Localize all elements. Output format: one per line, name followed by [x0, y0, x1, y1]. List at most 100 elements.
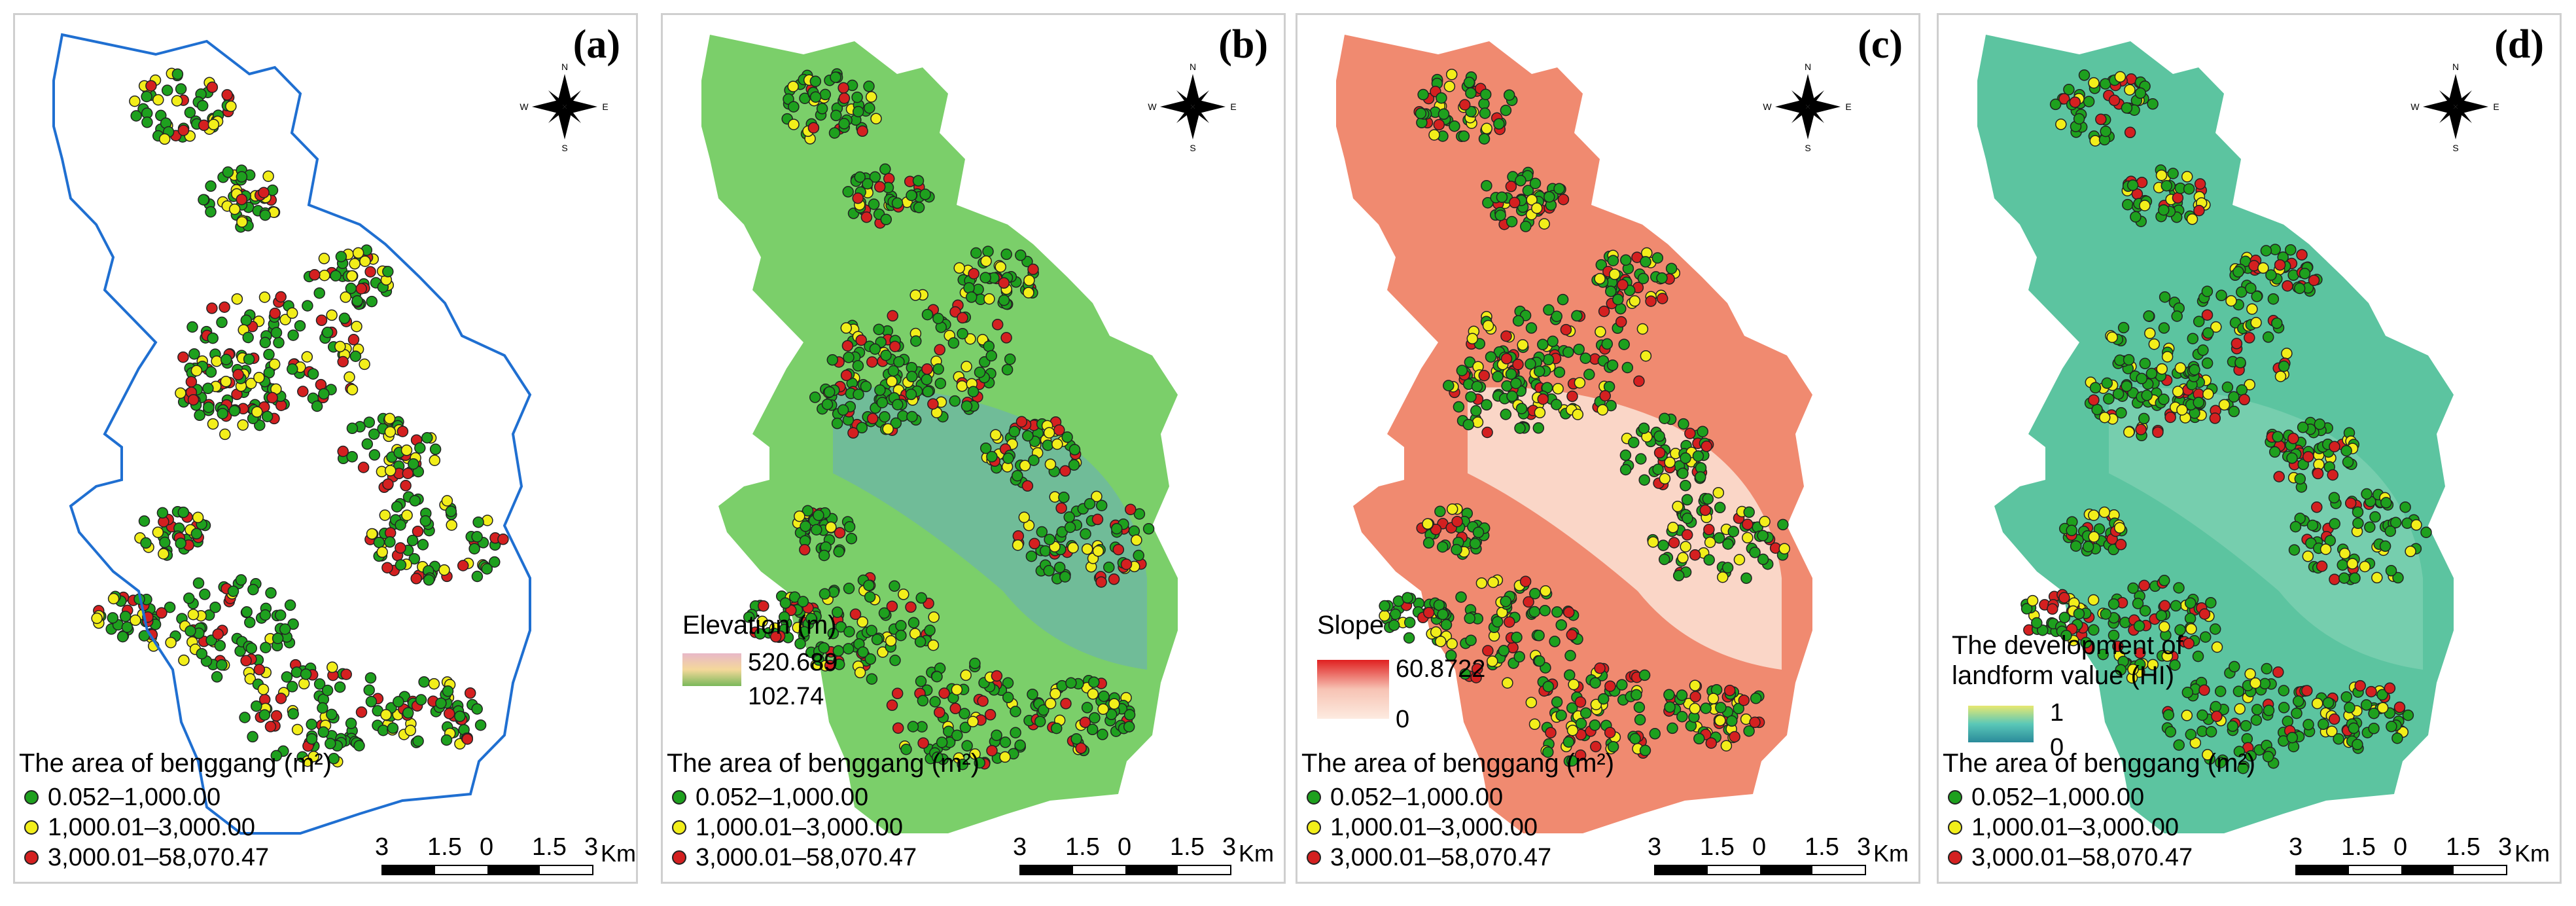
benggang-point [177, 506, 190, 518]
legend-item: 0.052–1,000.00 [19, 782, 332, 812]
benggang-point [1504, 616, 1515, 628]
benggang-point [1697, 426, 1708, 437]
svg-text:E: E [602, 101, 608, 112]
benggang-point [2228, 405, 2240, 418]
benggang-point [1700, 702, 1712, 714]
benggang-point [410, 573, 422, 585]
benggang-point [1651, 252, 1664, 264]
benggang-point [2265, 269, 2277, 281]
benggang-point [1023, 287, 1034, 299]
benggang-point [270, 327, 283, 338]
benggang-point [1435, 636, 1447, 647]
benggang-point [1500, 353, 1513, 365]
benggang-point [905, 388, 917, 401]
benggang-point [2257, 262, 2269, 274]
benggang-point [1478, 98, 1490, 110]
benggang-point [138, 515, 150, 527]
benggang-point [1667, 722, 1678, 734]
svg-text:W: W [1148, 101, 1157, 112]
benggang-point [2385, 565, 2397, 577]
benggang-point [974, 757, 985, 769]
benggang-point [2026, 594, 2039, 607]
benggang-point [2193, 316, 2205, 327]
legend-label: 3,000.01–58,070.47 [1971, 844, 2193, 871]
benggang-point [1001, 363, 1014, 376]
benggang-point [1470, 672, 1482, 683]
legend-label: 1,000.01–3,000.00 [1971, 814, 2179, 841]
benggang-point [1123, 721, 1135, 733]
benggang-point [2294, 473, 2306, 485]
benggang-point [2320, 543, 2332, 555]
benggang-point [906, 371, 918, 383]
benggang-point [1388, 619, 1400, 631]
benggang-point [1717, 571, 1729, 583]
benggang-point [892, 399, 904, 410]
benggang-point [1539, 604, 1551, 617]
legend-dot-icon [1307, 790, 1321, 805]
benggang-point [244, 673, 256, 685]
benggang-point [2159, 291, 2171, 303]
benggang-point [1529, 177, 1542, 189]
benggang-point [1638, 474, 1650, 486]
benggang-point [879, 410, 891, 423]
svg-text:W: W [1763, 101, 1772, 112]
benggang-point [141, 90, 152, 103]
benggang-point [236, 193, 248, 206]
benggang-point [1502, 677, 1513, 689]
benggang-point [2181, 710, 2193, 721]
benggang-point [1543, 304, 1555, 316]
benggang-point [1014, 739, 1026, 752]
benggang-point [393, 696, 404, 708]
benggang-point [2108, 598, 2120, 610]
benggang-point [1562, 346, 1574, 358]
benggang-point [275, 291, 287, 303]
benggang-point [1029, 537, 1040, 550]
benggang-point [2299, 268, 2311, 280]
benggang-point [357, 462, 370, 473]
benggang-point [1081, 702, 1093, 714]
benggang-point [2127, 663, 2139, 676]
benggang-point [1487, 576, 1499, 589]
benggang-point [1022, 429, 1034, 442]
benggang-point [1451, 515, 1463, 528]
scale-unit: Km [1239, 840, 1274, 867]
benggang-point [970, 247, 982, 259]
benggang-point [442, 685, 454, 697]
benggang-point [1095, 499, 1108, 511]
benggang-point [387, 722, 399, 734]
benggang-point [1015, 249, 1027, 261]
benggang-point [2368, 723, 2380, 734]
benggang-point [257, 683, 270, 695]
map-b-canvas [701, 35, 1178, 833]
benggang-point [1692, 450, 1704, 462]
benggang-point [1462, 418, 1475, 431]
benggang-point [853, 388, 864, 401]
benggang-point [107, 612, 119, 624]
benggang-point [1514, 422, 1526, 434]
benggang-point [1445, 68, 1458, 81]
benggang-point [2344, 702, 2355, 714]
benggang-point [1702, 493, 1714, 505]
benggang-point [1537, 338, 1549, 351]
benggang-point [222, 166, 234, 178]
legend-label: 3,000.01–58,070.47 [48, 844, 270, 871]
benggang-point [921, 374, 933, 386]
benggang-point [1084, 498, 1096, 510]
benggang-point [983, 340, 995, 352]
benggang-point [286, 681, 298, 693]
benggang-point [2282, 280, 2293, 292]
benggang-point [2210, 321, 2222, 333]
benggang-point [253, 664, 266, 676]
benggang-point [866, 673, 878, 685]
benggang-point [1027, 688, 1038, 700]
benggang-point [1722, 538, 1734, 550]
benggang-point [877, 646, 889, 658]
benggang-point [352, 247, 364, 259]
benggang-point [2251, 291, 2263, 302]
benggang-point [481, 563, 493, 575]
benggang-point [1738, 695, 1750, 706]
benggang-point [1070, 733, 1082, 745]
benggang-point [241, 606, 253, 618]
benggang-point [991, 729, 1002, 741]
benggang-point [2123, 353, 2135, 366]
